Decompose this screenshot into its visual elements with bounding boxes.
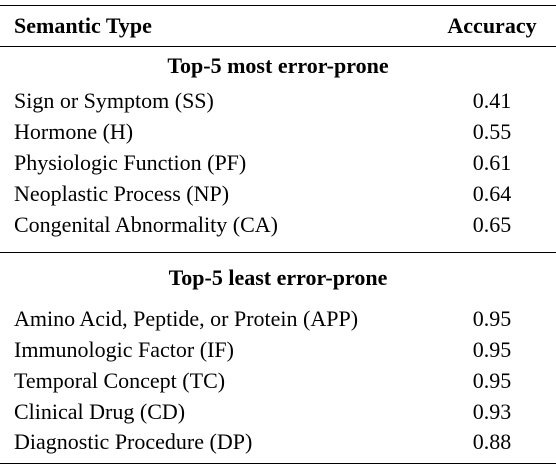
row-semantic-type: Diagnostic Procedure (DP) [14,429,253,454]
row-accuracy: 0.88 [472,429,512,454]
group-title: Top-5 least error-prone [168,265,388,290]
table-row: Hormone (H) 0.55 [0,116,556,147]
row-semantic-type: Temporal Concept (TC) [14,368,226,393]
row-semantic-type: Congenital Abnormality (CA) [14,212,278,237]
row-accuracy: 0.61 [472,150,512,175]
table-row: Physiologic Function (PF) 0.61 [0,147,556,178]
table-row: Temporal Concept (TC) 0.95 [0,365,556,396]
group-heading-most-error-prone: Top-5 most error-prone [0,46,556,86]
row-accuracy: 0.95 [472,368,512,393]
table-row: Clinical Drug (CD) 0.93 [0,396,556,427]
row-accuracy: 0.95 [472,337,512,362]
row-semantic-type: Amino Acid, Peptide, or Protein (APP) [14,306,359,331]
row-accuracy: 0.65 [472,212,512,237]
row-semantic-type: Sign or Symptom (SS) [14,88,214,113]
row-semantic-type: Clinical Drug (CD) [14,399,186,424]
table-row: Diagnostic Procedure (DP) 0.88 [0,427,556,464]
group-spacer [0,240,556,253]
row-semantic-type: Neoplastic Process (NP) [14,181,230,206]
row-accuracy: 0.41 [472,88,512,113]
row-accuracy: 0.55 [472,119,512,144]
group-heading-least-error-prone: Top-5 least error-prone [0,252,556,304]
row-semantic-type: Immunologic Factor (IF) [14,337,234,362]
row-semantic-type: Physiologic Function (PF) [14,150,247,175]
row-accuracy: 0.93 [472,399,512,424]
table-header-row: Semantic Type Accuracy [0,5,556,47]
table-row: Amino Acid, Peptide, or Protein (APP) 0.… [0,303,556,334]
table-row: Sign or Symptom (SS) 0.41 [0,85,556,116]
header-accuracy: Accuracy [447,13,537,38]
table-row: Congenital Abnormality (CA) 0.65 [0,209,556,240]
group-title: Top-5 most error-prone [167,53,389,78]
header-semantic-type: Semantic Type [14,13,152,38]
row-semantic-type: Hormone (H) [14,119,134,144]
table-row: Neoplastic Process (NP) 0.64 [0,178,556,209]
semantic-type-accuracy-table: Semantic Type Accuracy Top-5 most error-… [0,5,556,464]
row-accuracy: 0.95 [472,306,512,331]
table-row: Immunologic Factor (IF) 0.95 [0,334,556,365]
row-accuracy: 0.64 [472,181,512,206]
